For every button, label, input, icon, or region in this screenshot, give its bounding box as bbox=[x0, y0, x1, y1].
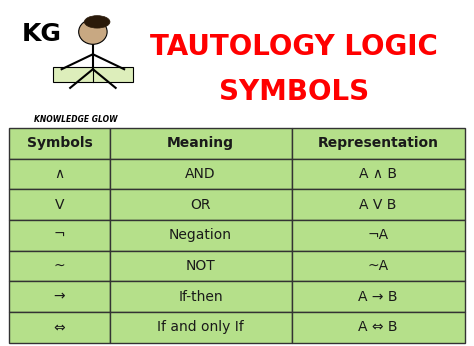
Circle shape bbox=[79, 19, 107, 44]
Text: SYMBOLS: SYMBOLS bbox=[219, 78, 369, 106]
Bar bbox=[109, 312, 292, 343]
Bar bbox=[9, 220, 109, 251]
Bar bbox=[292, 159, 465, 189]
Text: ~: ~ bbox=[54, 259, 65, 273]
Text: A V B: A V B bbox=[359, 198, 397, 212]
Bar bbox=[9, 159, 109, 189]
Bar bbox=[292, 251, 465, 281]
Bar bbox=[109, 189, 292, 220]
Bar bbox=[109, 128, 292, 159]
Text: TAUTOLOGY LOGIC: TAUTOLOGY LOGIC bbox=[150, 33, 438, 61]
Text: NOT: NOT bbox=[186, 259, 216, 273]
Bar bbox=[53, 67, 133, 82]
Text: Symbols: Symbols bbox=[27, 136, 92, 151]
Text: ~A: ~A bbox=[367, 259, 389, 273]
Bar bbox=[9, 189, 109, 220]
Ellipse shape bbox=[84, 16, 110, 28]
Bar bbox=[9, 312, 109, 343]
Bar bbox=[9, 281, 109, 312]
Bar bbox=[9, 251, 109, 281]
Text: KNOWLEDGE GLOW: KNOWLEDGE GLOW bbox=[34, 115, 118, 124]
Text: A ⇔ B: A ⇔ B bbox=[358, 320, 398, 334]
Bar bbox=[292, 312, 465, 343]
Text: AND: AND bbox=[185, 167, 216, 181]
Bar bbox=[292, 189, 465, 220]
Text: Negation: Negation bbox=[169, 228, 232, 242]
Bar bbox=[109, 281, 292, 312]
Bar bbox=[109, 251, 292, 281]
Text: A → B: A → B bbox=[358, 290, 398, 303]
Text: ∧: ∧ bbox=[55, 167, 64, 181]
Text: A ∧ B: A ∧ B bbox=[359, 167, 397, 181]
Text: V: V bbox=[55, 198, 64, 212]
Text: If and only If: If and only If bbox=[157, 320, 244, 334]
Text: KG: KG bbox=[22, 22, 62, 46]
Text: ¬A: ¬A bbox=[367, 228, 389, 242]
Bar bbox=[292, 220, 465, 251]
Bar bbox=[292, 128, 465, 159]
Text: ¬: ¬ bbox=[54, 228, 65, 242]
Text: OR: OR bbox=[191, 198, 211, 212]
Bar bbox=[9, 128, 109, 159]
Bar bbox=[292, 281, 465, 312]
Text: Meaning: Meaning bbox=[167, 136, 234, 151]
Bar bbox=[109, 159, 292, 189]
Text: →: → bbox=[54, 290, 65, 303]
Bar bbox=[109, 220, 292, 251]
Text: Representation: Representation bbox=[318, 136, 438, 151]
Text: If-then: If-then bbox=[178, 290, 223, 303]
Text: ⇔: ⇔ bbox=[54, 320, 65, 334]
